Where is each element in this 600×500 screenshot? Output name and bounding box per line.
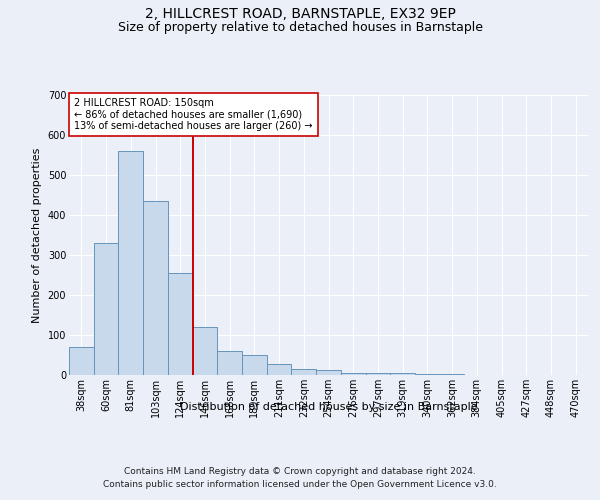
Bar: [118, 151, 143, 375]
Bar: [94, 243, 118, 375]
Bar: [143, 201, 168, 375]
Bar: [316, 370, 341, 375]
Text: 2, HILLCREST ROAD, BARNSTAPLE, EX32 9EP: 2, HILLCREST ROAD, BARNSTAPLE, EX32 9EP: [145, 8, 455, 22]
Text: Size of property relative to detached houses in Barnstaple: Size of property relative to detached ho…: [118, 21, 482, 34]
Bar: [217, 351, 242, 375]
Text: Contains HM Land Registry data © Crown copyright and database right 2024.
Contai: Contains HM Land Registry data © Crown c…: [103, 468, 497, 489]
Bar: [415, 374, 440, 375]
Bar: [242, 355, 267, 375]
Bar: [365, 373, 390, 375]
Bar: [193, 327, 217, 375]
Bar: [390, 374, 415, 375]
Bar: [267, 364, 292, 375]
Y-axis label: Number of detached properties: Number of detached properties: [32, 148, 42, 322]
Bar: [440, 374, 464, 375]
Bar: [292, 370, 316, 375]
Bar: [341, 373, 365, 375]
Text: 2 HILLCREST ROAD: 150sqm
← 86% of detached houses are smaller (1,690)
13% of sem: 2 HILLCREST ROAD: 150sqm ← 86% of detach…: [74, 98, 313, 131]
Text: Distribution of detached houses by size in Barnstaple: Distribution of detached houses by size …: [180, 402, 478, 412]
Bar: [168, 273, 193, 375]
Bar: [69, 347, 94, 375]
